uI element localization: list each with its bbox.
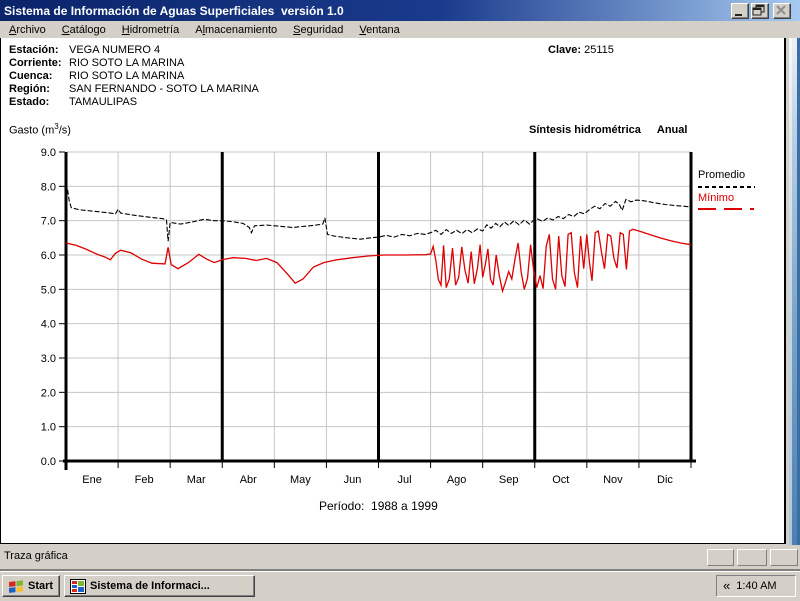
y-axis-title: Gasto (m3/s) — [9, 122, 71, 137]
window-controls — [731, 2, 800, 19]
hydrograph-chart: 9.0 8.0 7.0 6.0 5.0 4.0 3.0 2.0 1.0 0.0 Ene Feb Mar A… — [41, 147, 696, 486]
stream-value: RIO SOTO LA MARINA — [69, 57, 185, 69]
sias-app-icon — [70, 578, 86, 594]
svg-text:1.0: 1.0 — [41, 422, 56, 434]
status-pane-1 — [707, 549, 734, 566]
tray-clock: 1:40 AM — [736, 580, 777, 592]
restore-button[interactable] — [751, 2, 769, 19]
state-value: TAMAULIPAS — [69, 96, 138, 108]
svg-text:2.0: 2.0 — [41, 387, 56, 399]
legend-minimo-label: Mínimo — [698, 192, 735, 204]
legend-minimo-line-sample — [698, 208, 754, 210]
period-label: Período: 1988 a 1999 — [319, 499, 438, 513]
menu-bar: Archivo Catálogo Hidrometría Almacenamie… — [0, 21, 800, 38]
svg-text:4.0: 4.0 — [41, 319, 56, 331]
status-bar: Traza gráfica — [0, 545, 800, 571]
svg-text:Jun: Jun — [344, 474, 362, 486]
legend-promedio-line-sample — [698, 186, 755, 188]
close-icon — [776, 4, 786, 15]
menu-catalogo[interactable]: Catálogo — [61, 23, 106, 36]
menu-hidrometria[interactable]: Hidrometría — [121, 23, 180, 36]
system-tray: « 1:40 AM — [716, 575, 796, 597]
station-row: Estación: VEGA NUMERO 4 — [9, 44, 160, 57]
chart-title: Síntesis hidrométrica Anual — [529, 124, 687, 136]
station-label: Estación: — [9, 44, 59, 56]
svg-text:Oct: Oct — [552, 474, 569, 486]
svg-text:9.0: 9.0 — [41, 147, 56, 159]
svg-text:Jul: Jul — [398, 474, 412, 486]
region-label: Región: — [9, 83, 50, 95]
svg-text:3.0: 3.0 — [41, 353, 56, 365]
status-pane-3 — [770, 549, 798, 566]
tray-expand-chevron-icon[interactable]: « — [723, 577, 731, 593]
region-value: SAN FERNANDO - SOTO LA MARINA — [69, 83, 259, 95]
basin-label: Cuenca: — [9, 70, 53, 82]
menu-archivo[interactable]: Archivo — [9, 23, 46, 36]
client-area: Estación: VEGA NUMERO 4 Corriente: RIO S… — [0, 38, 786, 544]
chart-title-text: Síntesis hidrométrica — [529, 124, 641, 136]
desktop-edge-strip — [789, 38, 800, 545]
svg-text:May: May — [290, 474, 311, 486]
svg-text:6.0: 6.0 — [41, 250, 56, 262]
svg-text:Ene: Ene — [82, 474, 102, 486]
legend-promedio-label: Promedio — [698, 169, 746, 181]
restore-icon — [752, 4, 765, 15]
minimize-button[interactable] — [731, 2, 749, 19]
svg-text:7.0: 7.0 — [41, 216, 56, 228]
window-title: Sistema de Información de Aguas Superfic… — [4, 3, 344, 18]
taskbar-task-sias[interactable]: Sistema de Informaci... — [64, 575, 255, 597]
svg-text:Abr: Abr — [240, 474, 257, 486]
svg-text:8.0: 8.0 — [41, 181, 56, 193]
basin-value: RIO SOTO LA MARINA — [69, 70, 185, 82]
start-button[interactable]: Start — [2, 575, 60, 597]
station-key-value: 25115 — [584, 44, 614, 56]
task-label: Sistema de Informaci... — [90, 580, 210, 592]
title-bar: Sistema de Información de Aguas Superfic… — [0, 0, 800, 21]
chart-mode-text: Anual — [656, 124, 688, 136]
svg-text:Nov: Nov — [603, 474, 623, 486]
svg-text:Dic: Dic — [657, 474, 673, 486]
menu-almacenamiento[interactable]: Almacenamiento — [195, 23, 278, 36]
status-pane-2 — [737, 549, 767, 566]
close-button[interactable] — [773, 2, 791, 19]
windows-logo-icon — [9, 580, 23, 593]
state-label: Estado: — [9, 96, 50, 108]
svg-text:Sep: Sep — [499, 474, 519, 486]
stream-row: Corriente: RIO SOTO LA MARINA — [9, 57, 184, 70]
minimize-icon — [735, 13, 742, 16]
taskbar: Start Sistema de Informaci... « 1:40 AM — [0, 571, 800, 601]
status-message: Traza gráfica — [4, 550, 68, 562]
station-key: Clave: 25115 — [548, 44, 614, 57]
svg-text:Ago: Ago — [447, 474, 467, 486]
state-row: Estado: TAMAULIPAS — [9, 96, 137, 109]
basin-row: Cuenca: RIO SOTO LA MARINA — [9, 70, 184, 83]
svg-text:0.0: 0.0 — [41, 456, 56, 468]
stream-label: Corriente: — [9, 57, 62, 69]
svg-text:Mar: Mar — [187, 474, 206, 486]
region-row: Región: SAN FERNANDO - SOTO LA MARINA — [9, 83, 259, 96]
menu-seguridad[interactable]: Seguridad — [293, 23, 344, 36]
svg-text:Feb: Feb — [135, 474, 154, 486]
station-key-label: Clave: — [548, 44, 582, 56]
menu-ventana[interactable]: Ventana — [359, 23, 400, 36]
station-value: VEGA NUMERO 4 — [69, 44, 161, 56]
start-label: Start — [28, 580, 54, 592]
svg-text:5.0: 5.0 — [41, 284, 56, 296]
